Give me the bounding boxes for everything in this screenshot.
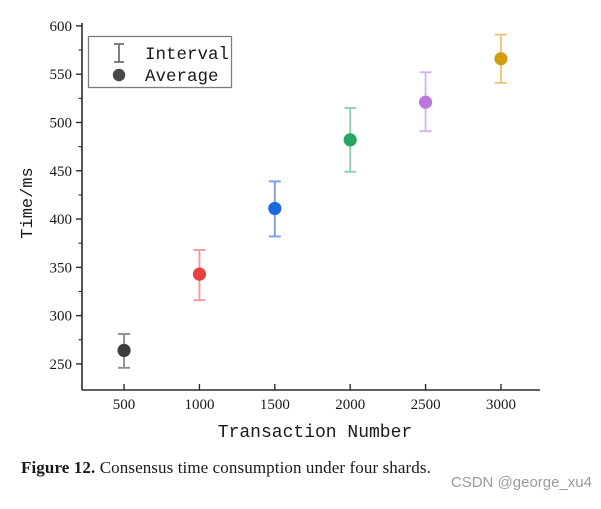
x-axis-label: Transaction Number — [218, 423, 412, 443]
legend-label-interval: Interval — [145, 45, 229, 65]
data-point — [117, 343, 131, 358]
legend-label-average: Average — [145, 67, 219, 87]
x-tick-label: 2000 — [335, 397, 365, 413]
watermark: CSDN @george_xu4 — [450, 474, 592, 491]
y-tick-label: 400 — [50, 212, 73, 228]
y-tick-label: 250 — [50, 357, 73, 373]
caption-text: Consensus time consumption under four sh… — [95, 458, 431, 477]
data-point — [192, 267, 207, 281]
legend-box — [87, 35, 233, 89]
data-point — [494, 52, 508, 66]
y-tick-label: 500 — [50, 115, 73, 131]
y-tick-label: 350 — [50, 260, 73, 276]
y-tick-label: 550 — [50, 67, 73, 83]
y-tick-label: 300 — [50, 309, 73, 325]
errorbar-chart-svg: 250 300 350 400 450 500 550 600 500 1000 1500 2000 2… — [19, 19, 540, 443]
x-tick-label: 1500 — [260, 397, 290, 413]
x-tick-label: 500 — [113, 397, 136, 413]
x-tick-label: 3000 — [486, 397, 516, 413]
x-tick-label: 1000 — [184, 397, 214, 413]
caption-label: Figure 12. — [21, 458, 96, 477]
y-tick-label: 450 — [50, 164, 73, 180]
data-point — [343, 133, 357, 147]
circle-icon — [112, 68, 126, 82]
data-point — [418, 95, 433, 109]
data-point — [268, 201, 282, 216]
chart: 250 300 350 400 450 500 550 600 500 1000 1500 2000 2… — [19, 19, 540, 443]
y-axis-label: Time/ms — [19, 167, 38, 238]
figure-caption: Figure 12. Consensus time consumption un… — [21, 458, 581, 478]
y-tick-label: 600 — [50, 19, 73, 35]
x-tick-label: 2500 — [411, 397, 441, 413]
